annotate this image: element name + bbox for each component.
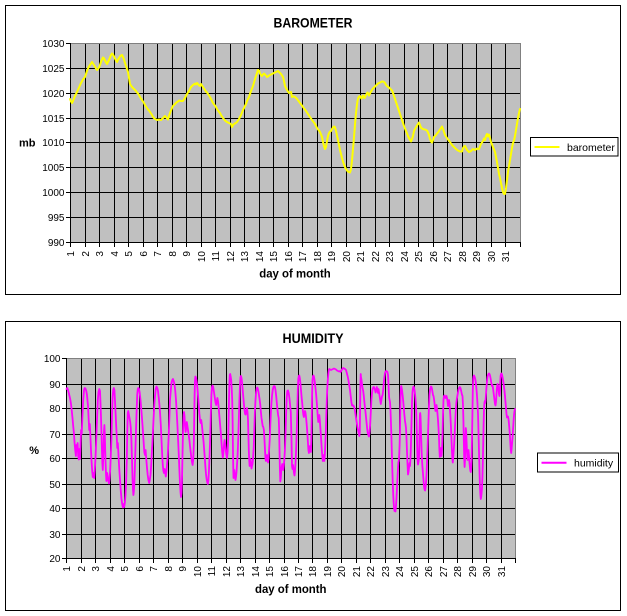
svg-text:15: 15 xyxy=(265,566,276,578)
svg-text:25: 25 xyxy=(410,566,421,578)
svg-text:29: 29 xyxy=(468,566,479,578)
svg-text:7: 7 xyxy=(149,566,160,572)
svg-text:2: 2 xyxy=(77,566,88,572)
svg-text:13: 13 xyxy=(240,251,251,263)
svg-text:28: 28 xyxy=(458,251,469,263)
svg-text:90: 90 xyxy=(49,380,61,391)
svg-text:11: 11 xyxy=(211,251,222,262)
svg-text:17: 17 xyxy=(294,566,305,578)
svg-text:995: 995 xyxy=(48,213,65,224)
svg-text:24: 24 xyxy=(395,566,406,578)
svg-text:4: 4 xyxy=(110,251,121,257)
svg-text:5: 5 xyxy=(120,566,131,572)
svg-text:9: 9 xyxy=(178,566,189,572)
svg-text:100: 100 xyxy=(44,354,61,365)
svg-text:60: 60 xyxy=(49,454,61,465)
svg-text:22: 22 xyxy=(366,566,377,578)
svg-text:16: 16 xyxy=(284,251,295,263)
svg-text:22: 22 xyxy=(371,251,382,263)
svg-text:8: 8 xyxy=(164,566,175,572)
svg-text:19: 19 xyxy=(323,566,334,578)
svg-text:1020: 1020 xyxy=(42,89,65,100)
svg-text:21: 21 xyxy=(352,566,363,578)
svg-text:30: 30 xyxy=(482,566,493,578)
svg-text:30: 30 xyxy=(49,530,61,541)
svg-text:5: 5 xyxy=(124,251,135,257)
svg-text:10: 10 xyxy=(193,566,204,578)
svg-text:21: 21 xyxy=(356,251,367,263)
svg-text:20: 20 xyxy=(49,554,61,565)
svg-text:23: 23 xyxy=(385,251,396,263)
svg-text:18: 18 xyxy=(308,566,319,578)
svg-text:26: 26 xyxy=(429,251,440,263)
svg-text:12: 12 xyxy=(222,566,233,578)
svg-text:26: 26 xyxy=(424,566,435,578)
svg-text:4: 4 xyxy=(106,566,117,572)
svg-text:17: 17 xyxy=(298,251,309,263)
svg-text:1: 1 xyxy=(62,566,73,572)
svg-text:6: 6 xyxy=(135,566,146,572)
svg-text:12: 12 xyxy=(226,251,237,263)
svg-text:30: 30 xyxy=(487,251,498,263)
svg-text:barometer: barometer xyxy=(567,142,615,154)
svg-text:BAROMETER: BAROMETER xyxy=(274,15,353,31)
svg-text:3: 3 xyxy=(91,566,102,572)
svg-text:10: 10 xyxy=(197,251,208,263)
svg-text:31: 31 xyxy=(501,251,512,263)
svg-text:14: 14 xyxy=(251,566,262,578)
svg-text:20: 20 xyxy=(337,566,348,578)
svg-text:6: 6 xyxy=(139,251,150,257)
svg-text:humidity: humidity xyxy=(574,458,614,470)
svg-text:24: 24 xyxy=(400,251,411,263)
svg-text:31: 31 xyxy=(497,566,508,578)
svg-text:70: 70 xyxy=(49,430,61,441)
svg-text:day of month: day of month xyxy=(255,582,327,596)
svg-text:11: 11 xyxy=(207,566,218,577)
svg-text:%: % xyxy=(29,445,39,457)
svg-text:2: 2 xyxy=(81,251,92,257)
svg-text:day of month: day of month xyxy=(259,267,331,281)
svg-text:3: 3 xyxy=(95,251,106,257)
svg-text:1025: 1025 xyxy=(42,64,65,75)
svg-text:1000: 1000 xyxy=(42,188,65,199)
svg-text:16: 16 xyxy=(280,566,291,578)
svg-text:18: 18 xyxy=(313,251,324,263)
svg-text:1030: 1030 xyxy=(42,39,65,50)
svg-text:9: 9 xyxy=(182,251,193,257)
svg-text:28: 28 xyxy=(453,566,464,578)
svg-text:990: 990 xyxy=(48,238,65,249)
svg-text:29: 29 xyxy=(472,251,483,263)
svg-text:27: 27 xyxy=(439,566,450,578)
svg-text:7: 7 xyxy=(153,251,164,257)
svg-text:40: 40 xyxy=(49,504,61,515)
svg-text:23: 23 xyxy=(381,566,392,578)
svg-text:14: 14 xyxy=(255,251,266,263)
svg-text:1015: 1015 xyxy=(42,114,65,125)
svg-text:15: 15 xyxy=(269,251,280,263)
svg-text:13: 13 xyxy=(236,566,247,578)
svg-text:8: 8 xyxy=(168,251,179,257)
svg-text:HUMIDITY: HUMIDITY xyxy=(283,330,345,346)
svg-text:mb: mb xyxy=(19,137,36,149)
svg-text:20: 20 xyxy=(342,251,353,263)
svg-text:27: 27 xyxy=(443,251,454,263)
svg-text:19: 19 xyxy=(327,251,338,263)
svg-text:50: 50 xyxy=(49,480,61,491)
svg-text:1005: 1005 xyxy=(42,163,65,174)
svg-text:1: 1 xyxy=(66,251,77,257)
svg-text:80: 80 xyxy=(49,404,61,415)
svg-text:25: 25 xyxy=(414,251,425,263)
svg-text:1010: 1010 xyxy=(42,138,65,149)
